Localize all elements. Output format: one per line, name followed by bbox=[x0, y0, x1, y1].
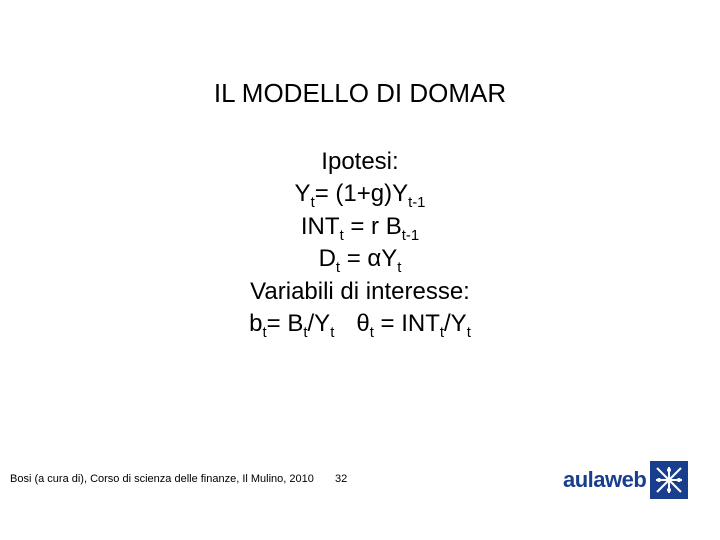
eq1-b-sub: t-1 bbox=[408, 195, 425, 211]
eq4-d: θ bbox=[356, 310, 369, 337]
aulaweb-logo: aulaweb bbox=[563, 460, 708, 500]
line-variabili: Variabili di interesse: bbox=[0, 276, 720, 308]
eq3-a: D bbox=[319, 245, 336, 272]
page-number: 32 bbox=[335, 473, 347, 485]
eq2-a: INT bbox=[301, 213, 340, 240]
logo-genoa-cross-icon bbox=[650, 461, 688, 499]
line-eq4: bt= Bt/Ytθt = INTt/Yt bbox=[0, 308, 720, 340]
eq4-f-sub: t bbox=[467, 325, 471, 341]
logo-text: aulaweb bbox=[563, 467, 646, 493]
slide-content: Ipotesi: Yt= (1+g)Yt-1 INTt = r Bt-1 Dt … bbox=[0, 146, 720, 340]
eq4-b: = B bbox=[267, 310, 304, 337]
eq4-f: /Y bbox=[444, 310, 467, 337]
eq3-b-sub: t bbox=[397, 260, 401, 276]
line-eq3: Dt = αYt bbox=[0, 243, 720, 275]
line-eq1: Yt= (1+g)Yt-1 bbox=[0, 178, 720, 210]
eq4-c: /Y bbox=[308, 310, 331, 337]
eq4-a: b bbox=[249, 310, 262, 337]
line-eq2: INTt = r Bt-1 bbox=[0, 211, 720, 243]
eq4-c-sub: t bbox=[330, 325, 334, 341]
slide-title: IL MODELLO DI DOMAR bbox=[0, 78, 720, 109]
eq2-b-sub: t-1 bbox=[402, 228, 419, 244]
eq3-b: = αY bbox=[340, 245, 397, 272]
line-ipotesi: Ipotesi: bbox=[0, 146, 720, 178]
eq4-e: = INT bbox=[374, 310, 440, 337]
eq2-b: = r B bbox=[344, 213, 402, 240]
footer-citation: Bosi (a cura di), Corso di scienza delle… bbox=[10, 473, 314, 485]
eq1-a: Y bbox=[295, 180, 311, 207]
eq1-b: = (1+g)Y bbox=[315, 180, 408, 207]
